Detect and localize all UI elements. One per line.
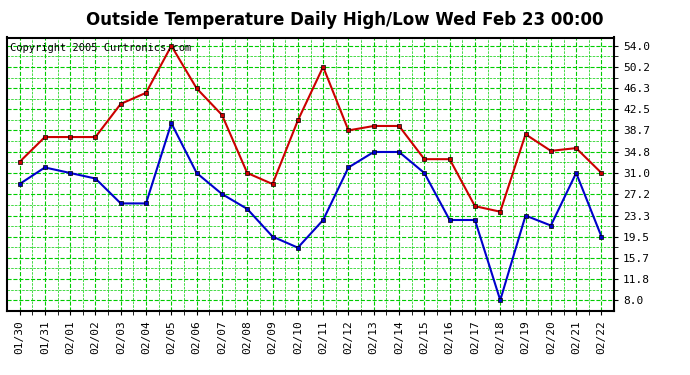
Text: Outside Temperature Daily High/Low Wed Feb 23 00:00: Outside Temperature Daily High/Low Wed F…: [86, 11, 604, 29]
Text: Copyright 2005 Curtronics.com: Copyright 2005 Curtronics.com: [10, 43, 191, 53]
